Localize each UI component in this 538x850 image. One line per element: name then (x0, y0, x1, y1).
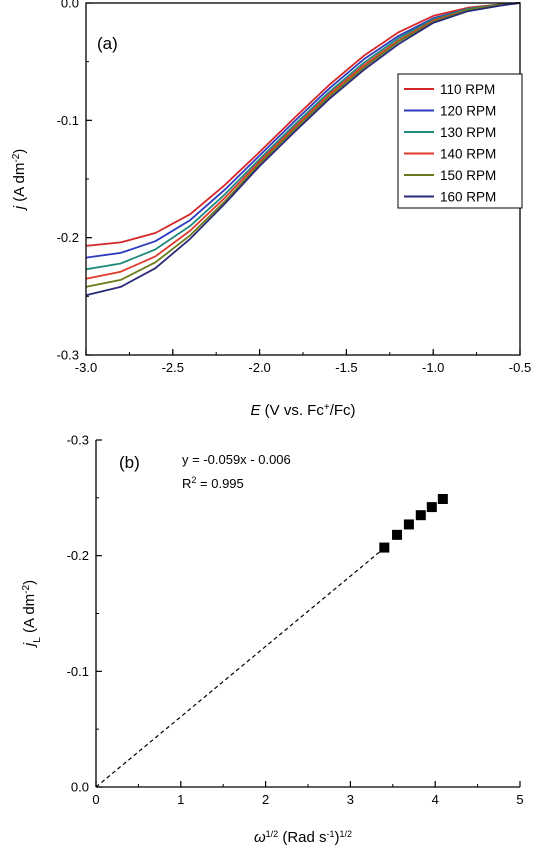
b-y-tick-label: -0.3 (67, 433, 89, 448)
b-xlabel-sup2: -1 (327, 829, 335, 839)
panel-b-plot (95, 493, 448, 788)
series-line-5 (85, 2, 521, 288)
x-tick-label: -2.0 (248, 360, 270, 375)
r2-value: = 0.995 (196, 476, 243, 491)
y-tick-label: 0.0 (61, 0, 79, 11)
legend: 110 RPM 120 RPM 130 RPM 140 RPM 150 RPM 160 R… (397, 73, 523, 209)
b-x-tick-label: 1 (177, 792, 184, 807)
data-point-2 (392, 529, 403, 540)
panel-a-series (85, 2, 521, 297)
panel-b: 0 1 2 3 4 5 0.0 -0.1 -0.2 -0.3 (b) y = -0.059x - … (21, 433, 524, 847)
series-line-3 (85, 2, 521, 271)
b-ylabel-sup: -2 (21, 584, 32, 593)
panel-a-ylabel: j (A dm-2) (11, 149, 29, 212)
panel-a-label: (a) (97, 34, 118, 53)
panel-b-xlabel: ω1/2 (Rad s-1)1/2 (254, 829, 352, 846)
legend-label-5: 150 RPM (440, 168, 496, 183)
ylabel-var: j (11, 205, 28, 211)
legend-label-2: 120 RPM (440, 104, 496, 119)
b-y-tick-label: -0.2 (67, 548, 89, 563)
panel-b-ylabel: jL (A dm-2) (21, 580, 43, 648)
r2-sup: 2 (191, 475, 196, 485)
y-tick-label: -0.3 (57, 348, 79, 363)
panel-a: -3.0 -2.5 -2.0 -1.5 -1.0 -0.50.0-0.1-0.2-0.3 … (11, 0, 532, 419)
ylabel-sup: -2 (11, 153, 22, 162)
b-ylabel-var: j (21, 642, 38, 648)
r2-prefix: R (182, 476, 191, 491)
b-ylabel-sub: L (32, 637, 43, 643)
fit-equation: y = -0.059x - 0.006 (182, 452, 291, 467)
b-x-tick-label: 4 (432, 792, 439, 807)
x-tick-label: -1.0 (422, 360, 444, 375)
y-tick-label: -0.2 (57, 230, 79, 245)
b-xlabel-unit: (Rad s (278, 829, 326, 846)
ylabel-rest: ) (11, 149, 28, 154)
b-x-tick-label: 3 (347, 792, 354, 807)
legend-label-3: 130 RPM (440, 125, 496, 140)
b-xlabel-rest: ) (335, 829, 340, 846)
fit-r-squared: R2 = 0.995 (182, 475, 244, 491)
fit-line (95, 547, 385, 788)
data-point-6 (437, 493, 448, 504)
b-x-tick-label: 0 (92, 792, 99, 807)
x-tick-label: -2.5 (162, 360, 184, 375)
b-xlabel-sup: 1/2 (266, 829, 279, 839)
b-ylabel-unit: (A dm (21, 594, 38, 637)
legend-label-6: 160 RPM (440, 190, 496, 205)
series-line-1 (85, 2, 521, 247)
series-line-6 (85, 2, 521, 297)
x-tick-label: -0.5 (509, 360, 531, 375)
b-xlabel-sup3: 1/2 (340, 829, 353, 839)
b-y-tick-label: -0.1 (67, 664, 89, 679)
data-point-1 (379, 542, 390, 553)
b-y-tick-label: 0.0 (71, 780, 89, 795)
panel-b-label: (b) (119, 453, 140, 472)
xlabel-unit: (V vs. Fc (261, 402, 325, 419)
panel-a-xlabel: E (V vs. Fc+/Fc) (250, 402, 355, 420)
panel-b-ticks: 0 1 2 3 4 5 0.0 -0.1 -0.2 -0.3 (67, 433, 524, 808)
b-x-tick-label: 2 (262, 792, 269, 807)
panel-a-ticks: -3.0 -2.5 -2.0 -1.5 -1.0 -0.5 0.0 -0.1 -0.2 -0.3 (57, 0, 532, 375)
y-tick-label: -0.1 (57, 113, 79, 128)
ylabel-unit: (A dm (11, 163, 28, 206)
legend-box (397, 73, 523, 209)
b-x-tick-label: 5 (516, 792, 523, 807)
legend-label-4: 140 RPM (440, 147, 496, 162)
b-ylabel-rest: ) (21, 580, 38, 585)
data-point-4 (415, 510, 426, 521)
legend-label-1: 110 RPM (440, 82, 495, 97)
b-xlabel-var: ω (254, 829, 266, 846)
x-tick-label: -3.0 (75, 360, 97, 375)
data-point-5 (426, 502, 437, 513)
xlabel-var: E (250, 402, 261, 419)
xlabel-rest: /Fc) (330, 402, 356, 419)
x-tick-label: -1.5 (335, 360, 357, 375)
xlabel-sup: + (324, 402, 330, 413)
data-point-3 (403, 519, 414, 530)
